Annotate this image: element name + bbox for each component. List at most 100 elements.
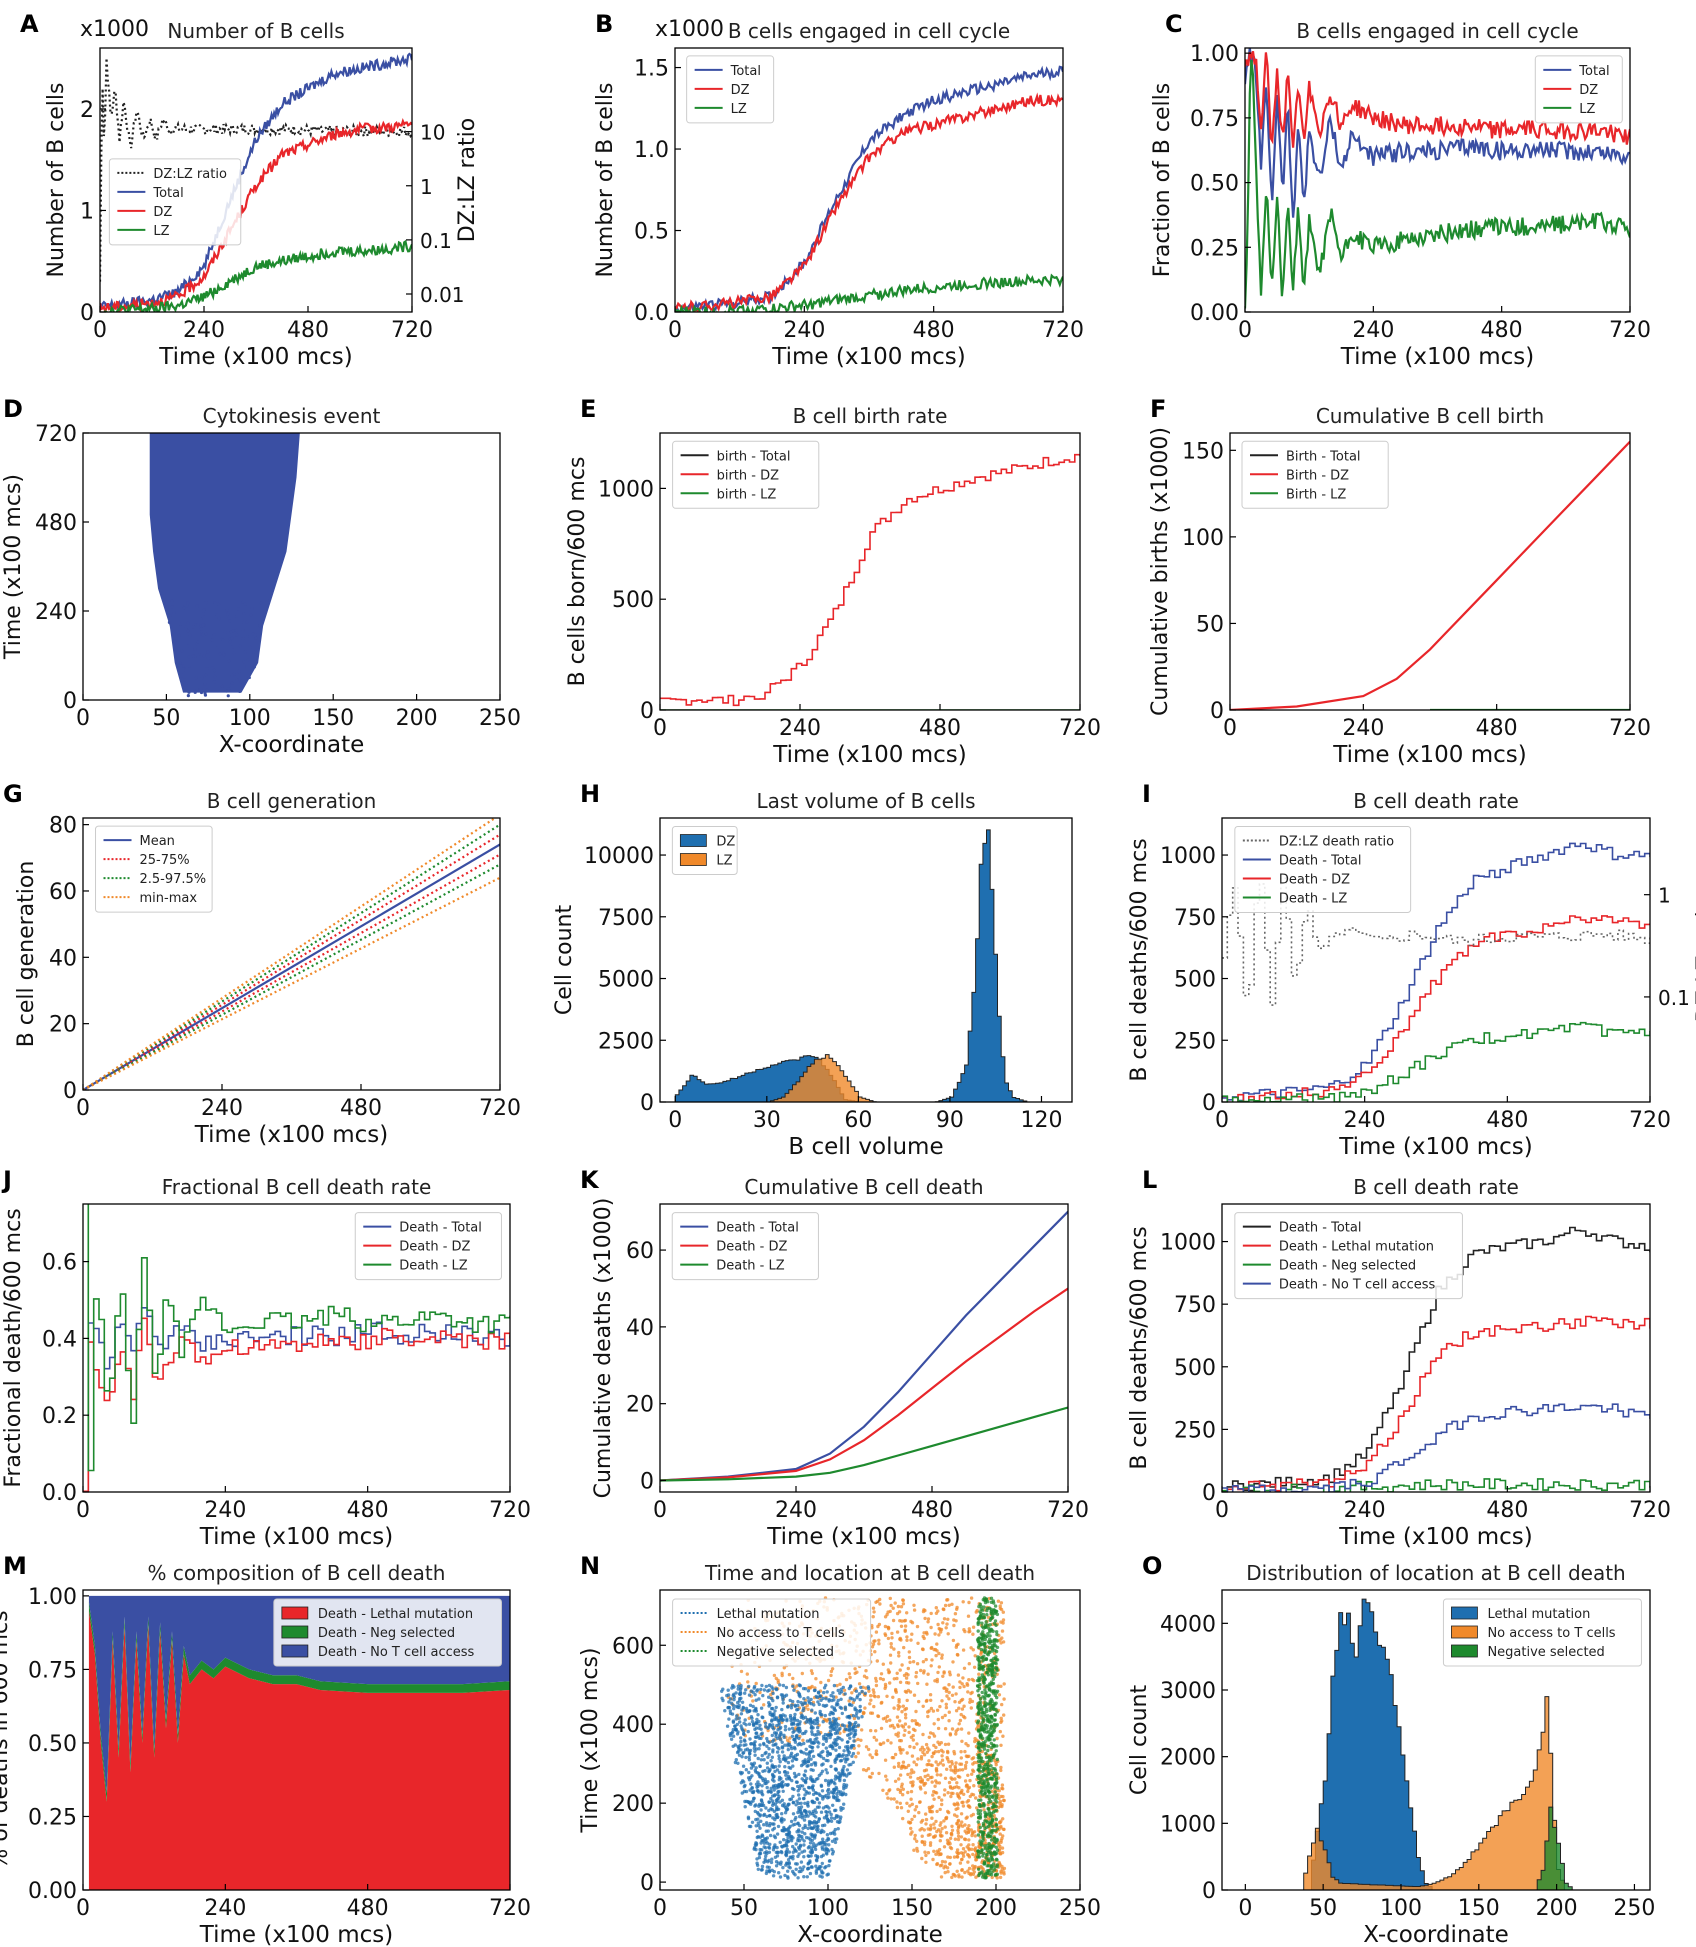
scatter-point [808, 1738, 813, 1742]
scatter-point [243, 602, 247, 606]
y-tick-label: 3000 [1160, 1679, 1216, 1704]
scatter-point [770, 1719, 774, 1723]
scatter-point [245, 665, 249, 669]
scatter-point [798, 1843, 803, 1848]
scatter-point [979, 1632, 984, 1636]
scatter-point [877, 1638, 881, 1643]
scatter-point [764, 1684, 768, 1689]
scatter-point [803, 1814, 808, 1819]
scatter-point [819, 1869, 824, 1873]
scatter-point [763, 1721, 768, 1726]
panel-letter: F [1150, 395, 1166, 423]
scatter-point [918, 1800, 922, 1804]
scatter-point [789, 1797, 794, 1801]
scatter-point [930, 1780, 934, 1784]
scatter-point [936, 1717, 940, 1722]
y-tick-label: 5000 [598, 968, 654, 993]
scatter-point [883, 1758, 888, 1762]
scatter-point [755, 1835, 759, 1840]
scatter-point [834, 1717, 838, 1722]
scatter-point [182, 671, 186, 675]
scatter-point [767, 1752, 771, 1757]
scatter-point [757, 1824, 761, 1828]
scatter-point [868, 1753, 872, 1757]
scatter-point [830, 1839, 835, 1844]
scatter-point [756, 1821, 760, 1825]
scatter-point [771, 1874, 776, 1878]
scatter-point [764, 1871, 769, 1876]
scatter-point [825, 1719, 829, 1723]
scatter-point [989, 1864, 994, 1869]
scatter-point [977, 1768, 981, 1772]
scatter-point [829, 1743, 833, 1748]
scatter-point [775, 1696, 780, 1700]
scatter-point [978, 1656, 982, 1660]
legend-label: Death - LZ [1279, 892, 1348, 907]
scatter-point [925, 1750, 929, 1755]
scatter-point [804, 1789, 808, 1794]
scatter-point [754, 1735, 759, 1739]
scatter-point [787, 1826, 791, 1830]
scatter-point [904, 1716, 908, 1720]
scatter-point [742, 1732, 746, 1737]
scatter-point [753, 1753, 757, 1757]
scatter-point [983, 1872, 988, 1877]
panel-letter: D [3, 395, 23, 423]
scatter-point [776, 1678, 780, 1683]
scatter-point [951, 1685, 955, 1689]
scatter-point [950, 1602, 954, 1607]
x-tick-label: 100 [1380, 1896, 1422, 1921]
scatter-point [856, 1737, 860, 1742]
scatter-point [977, 1867, 981, 1872]
x-tick-label: 0 [1238, 1896, 1252, 1921]
scatter-point [867, 1689, 871, 1693]
scatter-point [982, 1808, 986, 1812]
scatter-point [907, 1763, 911, 1768]
scatter-point [779, 1725, 783, 1730]
scatter-point [977, 1658, 981, 1663]
scatter-point [895, 1671, 899, 1676]
scatter-point [225, 608, 229, 612]
scatter-point [834, 1725, 839, 1729]
scatter-point [951, 1638, 956, 1643]
scatter-point [874, 1630, 879, 1634]
scatter-point [842, 1802, 846, 1806]
scatter-point [920, 1745, 924, 1750]
legend-label: Total [152, 186, 183, 201]
scatter-point [985, 1608, 989, 1613]
scatter-point [826, 1789, 830, 1793]
y-axis-label: Cumulative births (x1000) [1148, 427, 1173, 716]
scatter-point [837, 1820, 841, 1825]
scatter-point [972, 1760, 977, 1765]
scatter-point [980, 1714, 984, 1718]
scatter-point [746, 1680, 750, 1684]
scatter-point [820, 1875, 824, 1879]
y-tick-label: 720 [35, 422, 77, 447]
y-tick-label: 0 [640, 699, 654, 724]
scatter-point [939, 1852, 943, 1857]
scatter-point [1002, 1713, 1006, 1717]
scatter-point [770, 1706, 775, 1711]
scatter-point [931, 1793, 935, 1797]
scatter-point [210, 665, 214, 670]
legend-box [95, 825, 213, 913]
scatter-point [1001, 1610, 1005, 1614]
scatter-point [243, 650, 248, 654]
scatter-point [776, 1790, 780, 1794]
scatter-point [781, 1701, 785, 1705]
series-line-total [1245, 48, 1630, 218]
scatter-point [893, 1779, 898, 1784]
scatter-point [759, 1758, 763, 1762]
scatter-point [973, 1864, 977, 1869]
scatter-point [802, 1875, 806, 1879]
scatter-point [195, 687, 199, 692]
scatter-point [788, 1755, 792, 1759]
scatter-point [830, 1852, 835, 1856]
scatter-point [814, 1777, 818, 1782]
scatter-point [895, 1630, 900, 1634]
scatter-point [897, 1698, 901, 1702]
legend-box [354, 1212, 502, 1281]
scatter-point [1000, 1702, 1004, 1707]
x-tick-label: 720 [489, 1498, 531, 1523]
